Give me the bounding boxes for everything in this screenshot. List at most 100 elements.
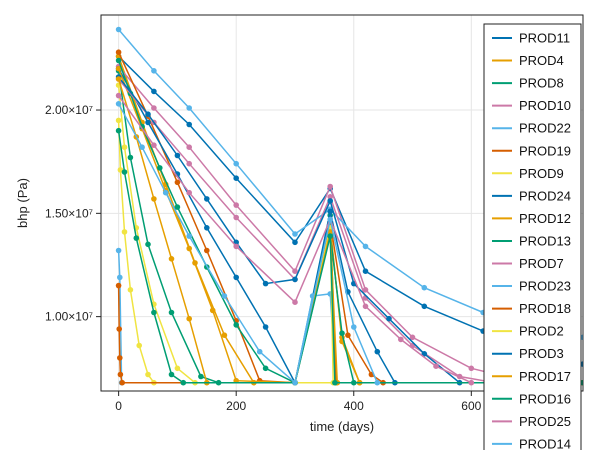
- legend-item: PROD24: [492, 188, 571, 203]
- data-point: [168, 255, 175, 262]
- series-line: [117, 95, 472, 384]
- legend-item: PROD25: [492, 414, 571, 429]
- data-point: [180, 379, 187, 386]
- data-point: [339, 330, 345, 337]
- data-point: [127, 287, 134, 293]
- data-point: [233, 202, 239, 208]
- data-point: [374, 348, 381, 355]
- y-tick-label: 1.00×10⁷: [45, 310, 93, 324]
- data-point: [186, 105, 192, 111]
- data-point: [157, 165, 163, 171]
- legend-item: PROD10: [492, 98, 571, 113]
- data-point: [115, 76, 122, 82]
- data-point: [145, 371, 151, 378]
- y-axis-label: bhp (Pa): [15, 178, 30, 228]
- data-point: [421, 284, 428, 291]
- legend-label: PROD11: [519, 31, 570, 46]
- data-point: [421, 303, 428, 310]
- legend-label: PROD9: [519, 166, 564, 181]
- data-point: [119, 379, 125, 386]
- x-tick-label: 0: [115, 399, 122, 413]
- series-prod24: [115, 65, 398, 386]
- legend-item: PROD23: [492, 279, 571, 294]
- data-point: [117, 371, 124, 378]
- series-line: [117, 68, 361, 384]
- data-point: [292, 239, 298, 246]
- y-tick-label: 1.50×10⁷: [45, 206, 93, 220]
- data-point: [115, 282, 122, 289]
- data-point: [421, 351, 428, 357]
- data-point: [233, 243, 239, 250]
- data-point: [233, 322, 239, 328]
- data-point: [292, 299, 298, 306]
- series-line: [118, 76, 461, 384]
- series-prod14: [115, 101, 381, 386]
- legend-item: PROD12: [492, 211, 571, 226]
- data-point: [127, 154, 134, 161]
- data-point: [115, 65, 122, 72]
- data-point: [115, 117, 122, 124]
- data-point: [204, 247, 210, 254]
- data-point: [362, 268, 369, 275]
- legend-item: PROD9: [492, 166, 564, 181]
- data-point: [233, 274, 239, 281]
- legend-item: PROD17: [492, 369, 571, 384]
- data-point: [139, 123, 145, 130]
- legend-label: PROD4: [519, 53, 564, 68]
- data-point: [292, 268, 298, 275]
- data-point: [174, 204, 181, 210]
- legend-label: PROD18: [519, 301, 571, 316]
- data-point: [327, 208, 334, 215]
- data-point: [209, 307, 216, 314]
- data-point: [151, 142, 157, 148]
- series-line: [117, 103, 378, 385]
- data-point: [186, 315, 192, 322]
- legend-item: PROD18: [492, 301, 571, 316]
- axis-ticks: 0 200 400 600 1.00×10⁷ 1.50×10⁷ 2.00×10⁷: [45, 103, 482, 413]
- data-point: [116, 326, 122, 332]
- data-point: [145, 241, 151, 248]
- legend-label: PROD19: [519, 143, 571, 158]
- data-point: [468, 379, 475, 386]
- data-point: [262, 324, 269, 330]
- legend-label: PROD2: [519, 324, 564, 339]
- data-point: [186, 160, 192, 167]
- data-point: [233, 175, 239, 181]
- data-point: [117, 355, 123, 361]
- data-point: [351, 324, 357, 330]
- plot-frame: [100, 14, 584, 392]
- data-point: [327, 233, 334, 239]
- legend-label: PROD10: [519, 98, 571, 113]
- data-point: [151, 105, 157, 111]
- data-point: [174, 179, 181, 186]
- x-tick-label: 600: [461, 399, 481, 413]
- data-point: [198, 373, 204, 380]
- legend-label: PROD17: [519, 369, 571, 384]
- data-point: [145, 111, 151, 117]
- data-point: [121, 229, 128, 235]
- data-point: [292, 379, 298, 386]
- data-point: [121, 144, 128, 150]
- legend-label: PROD12: [519, 211, 571, 226]
- data-point: [468, 365, 475, 372]
- legend-label: PROD14: [519, 436, 571, 450]
- legend-label: PROD23: [519, 279, 571, 294]
- data-point: [121, 169, 128, 175]
- data-point: [256, 348, 263, 355]
- y-tick-label: 2.00×10⁷: [45, 103, 93, 117]
- data-point: [162, 189, 169, 196]
- data-point: [115, 57, 122, 64]
- series-line: [117, 130, 583, 384]
- data-point: [139, 144, 145, 150]
- data-point: [409, 334, 416, 341]
- legend-label: PROD13: [519, 233, 571, 248]
- data-point: [115, 247, 122, 254]
- legend-item: PROD22: [492, 121, 571, 136]
- series-prod3: [115, 74, 463, 386]
- series-line: [117, 78, 583, 384]
- legend-label: PROD22: [519, 121, 571, 136]
- legend-label: PROD8: [519, 76, 564, 91]
- data-point: [292, 231, 298, 237]
- legend-item: PROD3: [492, 346, 564, 361]
- data-point: [327, 229, 334, 235]
